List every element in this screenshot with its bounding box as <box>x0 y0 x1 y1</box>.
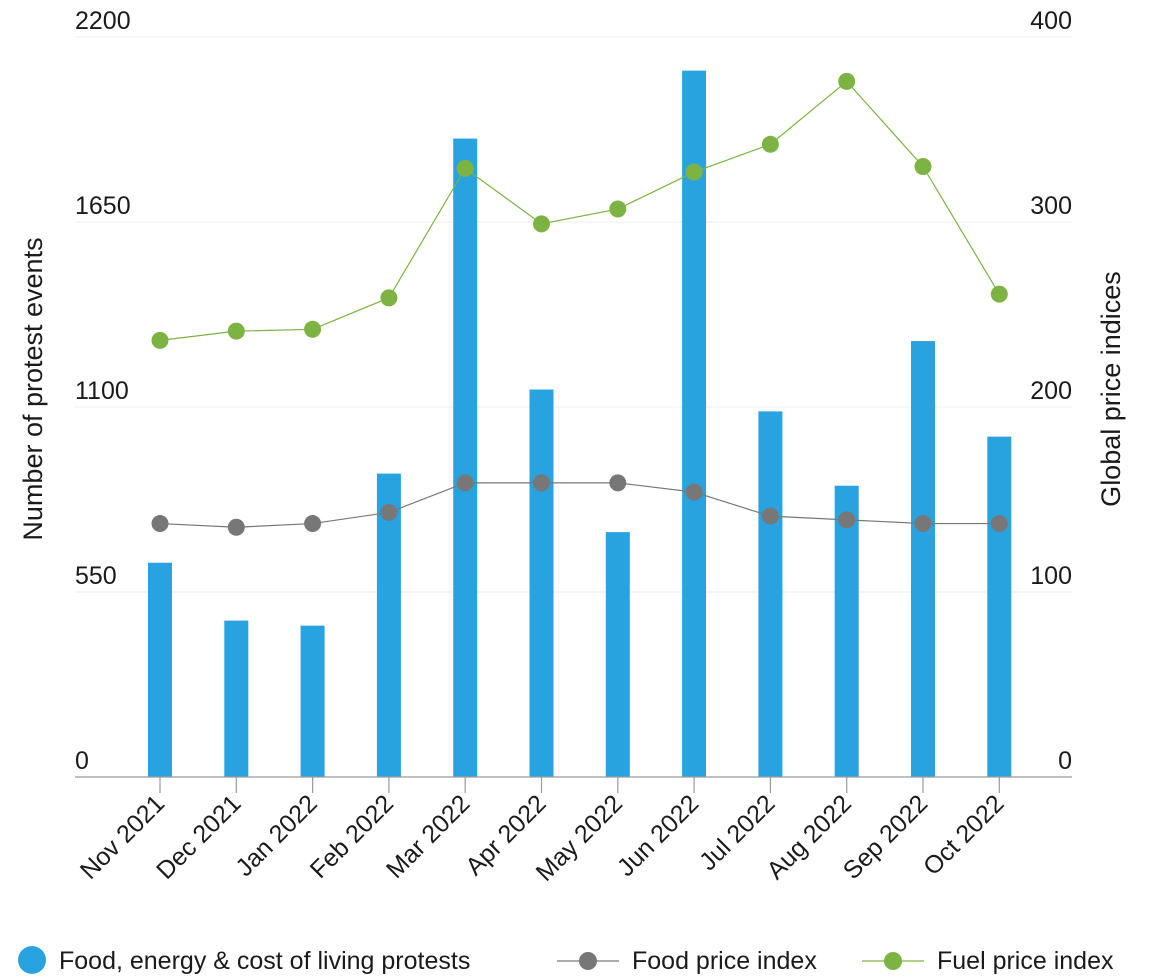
bar <box>605 532 630 777</box>
bar <box>453 138 478 778</box>
series-point <box>533 215 550 233</box>
bar <box>376 473 401 777</box>
y-left-tick-label: 1650 <box>75 192 131 220</box>
right-axis-title: Global price indices <box>1096 271 1126 507</box>
right-axis-ticks: 0 100 200 300 400 <box>1030 7 1072 775</box>
series-point <box>304 320 322 338</box>
bar <box>529 389 554 777</box>
series-point <box>838 72 856 90</box>
series-point <box>761 507 779 525</box>
series-point <box>227 518 245 536</box>
series-point <box>685 163 703 181</box>
legend-label-food-price: Food price index <box>632 947 817 975</box>
fuel-price-series <box>151 72 1008 349</box>
y-right-tick-label: 100 <box>1030 562 1072 590</box>
y-left-tick-label: 2200 <box>75 7 131 35</box>
bar <box>758 411 783 777</box>
x-tick-label: Sep 2022 <box>838 789 933 884</box>
series-point <box>761 135 779 153</box>
series-point <box>914 515 932 533</box>
x-axis-tick-marks <box>159 777 1000 793</box>
y-right-tick-label: 200 <box>1030 377 1072 405</box>
bar <box>911 341 935 777</box>
bar <box>300 625 325 777</box>
x-tick-label: Dec 2021 <box>151 789 246 884</box>
y-left-tick-label: 0 <box>75 747 89 775</box>
series-line <box>159 482 1000 528</box>
bar <box>834 485 859 777</box>
series-point <box>151 515 169 533</box>
series-point <box>380 503 398 521</box>
bar <box>148 562 172 777</box>
series-point <box>990 515 1008 533</box>
bar <box>682 70 707 778</box>
legend-bar-swatch <box>18 946 46 974</box>
legend-fuel-marker <box>884 952 902 970</box>
y-right-tick-label: 300 <box>1030 192 1072 220</box>
y-left-tick-label: 550 <box>75 562 117 590</box>
legend-item-food-price: Food price index <box>557 947 817 975</box>
x-tick-label: Oct 2022 <box>918 789 1010 881</box>
series-point <box>609 474 627 492</box>
legend-label-fuel-price: Fuel price index <box>937 947 1114 975</box>
left-axis-title: Number of protest events <box>18 237 48 540</box>
y-right-tick-label: 0 <box>1058 747 1072 775</box>
series-point <box>380 289 398 307</box>
left-axis-ticks: 0 550 1100 1650 2200 <box>75 7 131 775</box>
series-point <box>609 200 627 218</box>
legend-label-protests: Food, energy & cost of living protests <box>59 947 470 975</box>
series-point <box>990 285 1008 303</box>
bar-series <box>148 70 1012 778</box>
series-point <box>151 331 169 349</box>
series-point <box>838 511 856 529</box>
food-price-series <box>151 474 1008 536</box>
legend-item-fuel-price: Fuel price index <box>862 947 1114 975</box>
line-series <box>151 72 1008 536</box>
legend-item-protests: Food, energy & cost of living protests <box>18 946 470 975</box>
series-point <box>227 322 245 340</box>
x-tick-label: Jun 2022 <box>612 789 705 882</box>
x-tick-label: Feb 2022 <box>305 789 399 883</box>
x-tick-label: Mar 2022 <box>381 789 475 883</box>
series-point <box>456 159 474 177</box>
y-right-tick-label: 400 <box>1030 7 1072 35</box>
gridlines <box>75 36 1072 593</box>
series-point <box>456 474 474 492</box>
series-point <box>914 158 932 175</box>
bar <box>987 436 1012 777</box>
legend: Food, energy & cost of living protests F… <box>18 946 1114 975</box>
bar <box>224 620 249 777</box>
series-point <box>304 515 322 533</box>
series-line <box>159 80 1000 341</box>
y-left-tick-label: 1100 <box>75 377 129 405</box>
series-point <box>685 483 703 501</box>
series-point <box>533 474 550 492</box>
legend-food-marker <box>579 952 597 970</box>
